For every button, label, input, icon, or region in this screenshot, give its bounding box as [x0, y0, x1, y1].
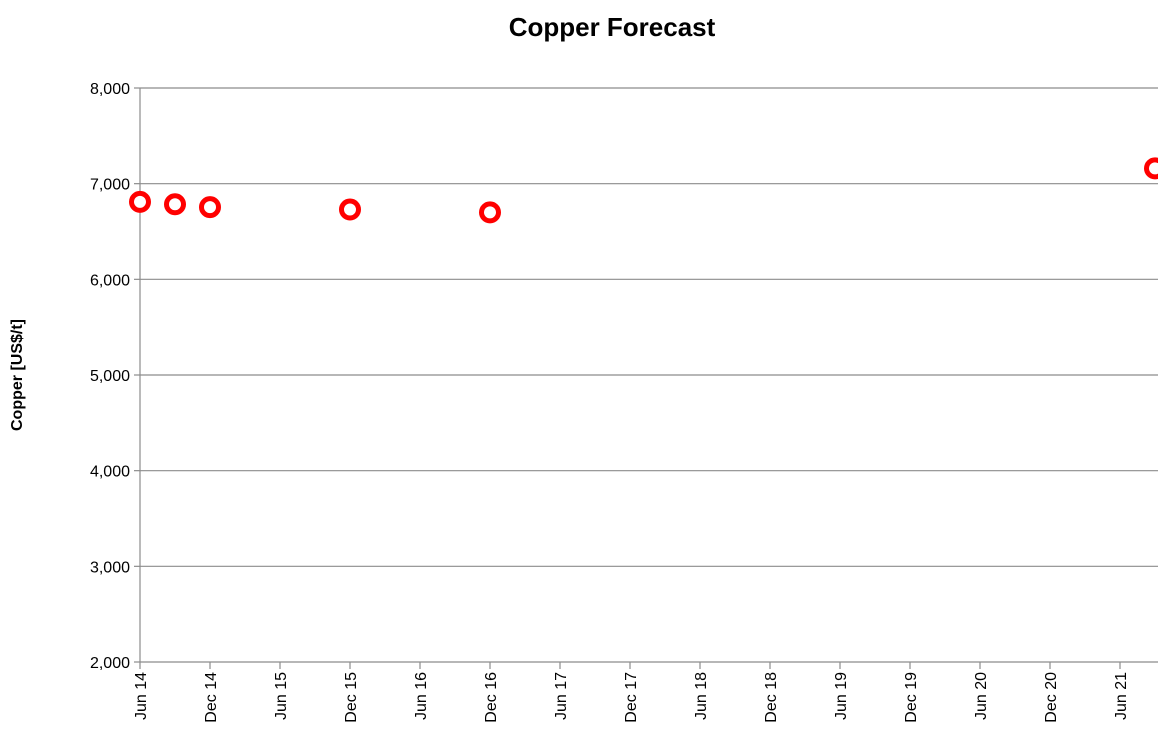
data-point	[164, 193, 186, 216]
y-tick-label: 8,000	[90, 81, 130, 98]
x-tick-label: Dec 18	[763, 672, 780, 723]
data-point	[1144, 157, 1158, 180]
x-tick-label: Dec 17	[623, 672, 640, 723]
y-tick-label: 3,000	[90, 559, 130, 576]
x-tick-label: Dec 16	[483, 672, 500, 723]
x-tick-label: Jun 14	[133, 672, 150, 720]
y-tick-label: 5,000	[90, 368, 130, 385]
y-tick-label: 6,000	[90, 272, 130, 289]
chart-title: Copper Forecast	[509, 12, 716, 42]
axes	[134, 87, 1158, 669]
x-tick-label: Jun 20	[973, 672, 990, 720]
data-point	[479, 201, 501, 224]
x-tick-labels: Jun 14 Dec 14 Jun 15 Dec 15 Jun 16 Dec 16 Jun …	[133, 672, 1130, 723]
y-tick-label: 4,000	[90, 464, 130, 481]
data-point	[199, 196, 221, 219]
x-tick-label: Jun 21	[1113, 672, 1130, 720]
y-tick-label: 2,000	[90, 655, 130, 672]
data-point	[339, 198, 361, 221]
data-point	[129, 190, 151, 213]
x-tick-label: Jun 17	[553, 672, 570, 720]
y-tick-labels: 2,000 3,000 4,000 5,000 6,000 7,000 8,000	[90, 81, 130, 672]
x-tick-label: Jun 16	[413, 672, 430, 720]
data-points	[129, 157, 1158, 224]
x-tick-label: Dec 20	[1043, 672, 1060, 723]
x-tick-label: Jun 15	[273, 672, 290, 720]
y-axis-label: Copper [US$/t]	[9, 319, 26, 431]
x-tick-label: Jun 18	[693, 672, 710, 720]
y-tick-label: 7,000	[90, 177, 130, 194]
x-tick-label: Dec 15	[343, 672, 360, 723]
x-tick-label: Dec 14	[203, 672, 220, 723]
x-tick-label: Jun 19	[833, 672, 850, 720]
x-tick-label: Dec 19	[903, 672, 920, 723]
gridlines	[140, 87, 1158, 567]
